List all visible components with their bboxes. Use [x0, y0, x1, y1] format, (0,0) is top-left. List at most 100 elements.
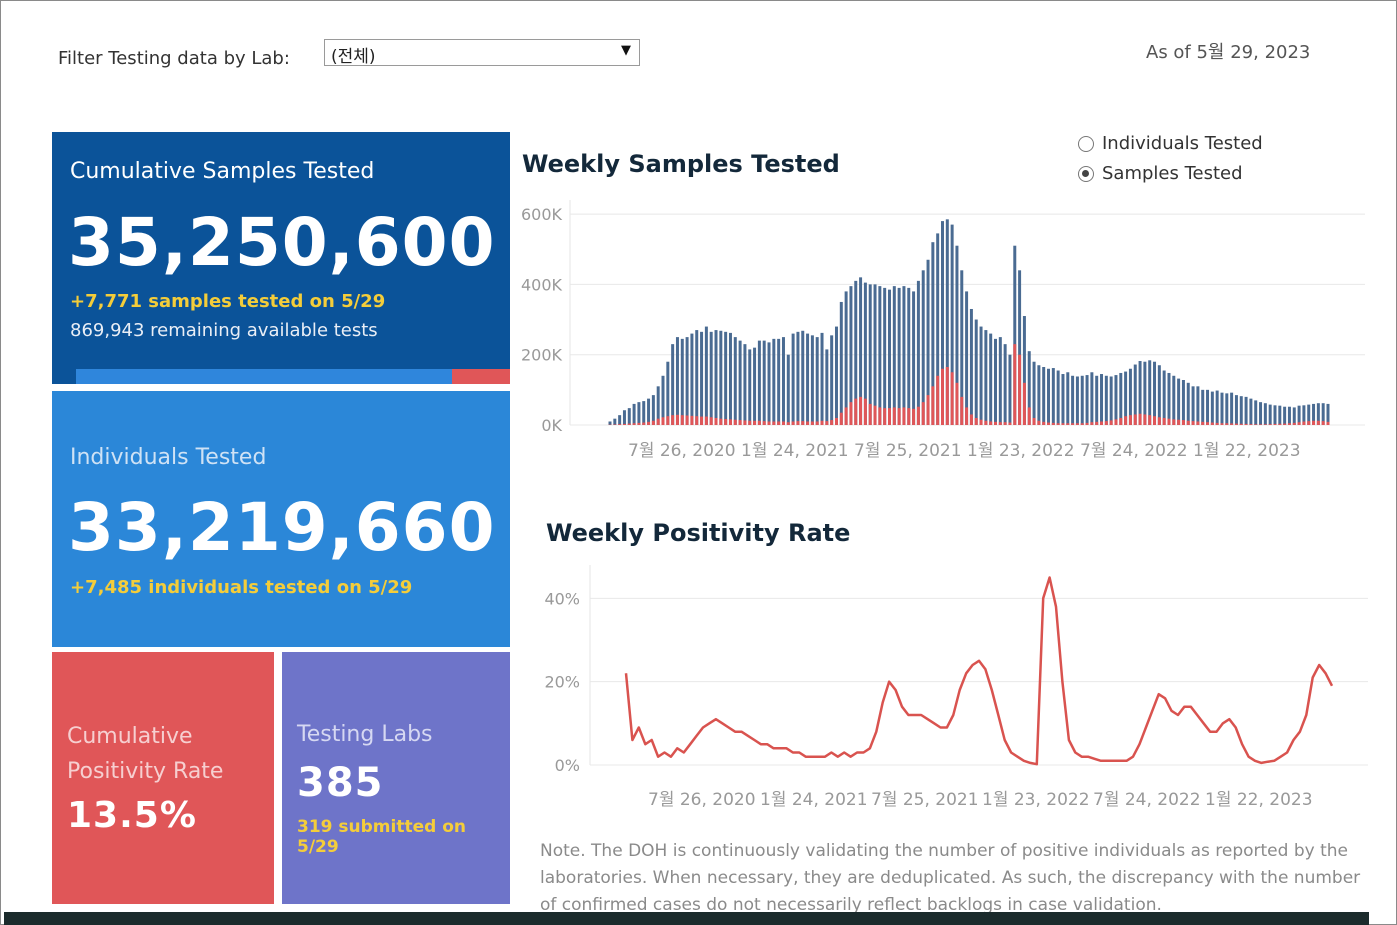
radio-samples-tested[interactable]: Samples Tested	[1078, 163, 1243, 184]
bar-positive	[1047, 422, 1051, 425]
bar-total	[700, 331, 704, 425]
radio-button-icon[interactable]	[1078, 135, 1094, 152]
bar-total	[695, 330, 699, 425]
positivity-value: 13.5%	[67, 795, 197, 836]
bar-total	[796, 331, 800, 425]
bar-total	[1162, 370, 1166, 425]
bar-total	[878, 286, 882, 425]
bar-total	[989, 333, 993, 425]
bar-positive	[1234, 423, 1238, 425]
radio-individuals-tested[interactable]: Individuals Tested	[1078, 133, 1263, 154]
radio-button-selected-icon[interactable]	[1078, 165, 1094, 182]
bar-positive	[810, 421, 814, 425]
bar-total	[757, 340, 761, 425]
bar-total	[709, 331, 713, 425]
bar-positive	[1172, 419, 1176, 425]
bar-total	[1177, 378, 1181, 425]
bar-total	[936, 233, 940, 425]
bar-positive	[772, 421, 776, 425]
bar-positive	[777, 421, 781, 425]
bar-positive	[878, 407, 882, 425]
bar-total	[1061, 374, 1065, 425]
bar-total	[887, 289, 891, 425]
bar-total	[728, 332, 732, 425]
x-tick-label: 7월 26, 2020	[628, 441, 736, 461]
bar-total	[1032, 361, 1036, 425]
bar-positive	[974, 417, 978, 425]
bar-positive	[1302, 421, 1306, 425]
chevron-down-icon[interactable]: ▼	[621, 43, 631, 58]
bar-positive	[1037, 420, 1041, 425]
filter-value: (전체)	[331, 47, 376, 67]
bar-total	[632, 403, 636, 425]
bar-positive	[1278, 423, 1282, 425]
bar-positive	[926, 395, 930, 425]
bar-positive	[1177, 419, 1181, 425]
bar-total	[1297, 405, 1301, 425]
bar-positive	[1119, 417, 1123, 425]
x-tick-label: 1월 23, 2022	[967, 441, 1075, 461]
bar-total	[863, 282, 867, 425]
bar-total	[1071, 375, 1075, 425]
bar-total	[1249, 398, 1253, 425]
bar-total	[1273, 405, 1277, 425]
bar-positive	[1109, 420, 1113, 425]
bar-total	[1056, 370, 1060, 425]
individuals-tested-tile: Individuals Tested 33,219,660 +7,485 ind…	[52, 391, 510, 647]
bar-total	[1037, 365, 1041, 425]
x-tick-label: 1월 24, 2021	[760, 790, 868, 810]
bar-total	[666, 361, 670, 425]
labs-submitted: 319 submitted on 5/29	[297, 817, 466, 857]
bar-total	[1244, 396, 1248, 425]
bar-positive	[1215, 422, 1219, 425]
positivity-line	[624, 576, 1334, 766]
bar-total	[1220, 392, 1224, 425]
bar-positive	[955, 382, 959, 425]
bar-total	[1027, 351, 1031, 425]
bar-positive	[642, 422, 646, 425]
bar-total	[738, 340, 742, 425]
bar-total	[960, 270, 964, 425]
bar-total	[854, 280, 858, 425]
bar-positive	[1071, 423, 1075, 425]
bar-total	[1312, 403, 1316, 425]
bar-positive	[863, 398, 867, 425]
x-tick-label: 7월 25, 2021	[854, 441, 962, 461]
bar-positive	[685, 415, 689, 425]
bar-total	[834, 326, 838, 425]
bar-total	[1085, 375, 1089, 425]
bar-positive	[1326, 421, 1330, 425]
bar-total	[1066, 372, 1070, 425]
bar-total	[1215, 390, 1219, 425]
bar-positive	[1095, 421, 1099, 425]
lab-filter-dropdown[interactable]: (전체) ▼	[324, 39, 640, 67]
bar-positive	[1008, 422, 1012, 425]
radio-label: Individuals Tested	[1102, 133, 1263, 154]
bar-positive	[1056, 423, 1060, 425]
cumulative-samples-value: 35,250,600	[68, 204, 496, 281]
bar-positive	[998, 422, 1002, 425]
footer-band	[4, 912, 1369, 925]
bar-total	[1278, 405, 1282, 425]
bar-total	[1181, 380, 1185, 425]
bar-positive	[892, 407, 896, 425]
bar-total	[1022, 316, 1026, 425]
bar-positive	[945, 366, 949, 425]
bar-total	[661, 375, 665, 425]
bar-total	[637, 402, 641, 425]
bar-total	[767, 342, 771, 425]
bar-positive	[994, 421, 997, 425]
bar-total	[1186, 382, 1190, 425]
tile-title-line1: Cumulative	[67, 724, 193, 749]
bar-total	[1051, 368, 1055, 425]
bar-total	[1287, 406, 1291, 425]
bar-total	[1100, 374, 1104, 425]
bar-total	[786, 354, 790, 425]
bar-total	[974, 319, 978, 425]
bar-positive	[1273, 423, 1277, 425]
y-tick-label: 600K	[521, 205, 563, 224]
bar-positive	[1138, 413, 1142, 425]
bar-positive	[984, 420, 988, 425]
bar-total	[1191, 386, 1195, 425]
bar-positive	[690, 415, 694, 425]
